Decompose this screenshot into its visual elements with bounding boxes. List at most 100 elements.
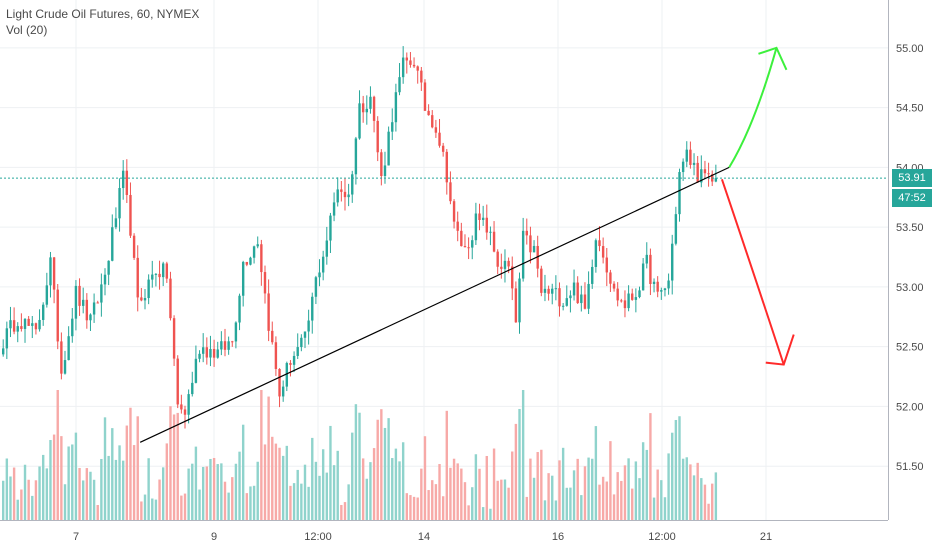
candle-body: [700, 169, 703, 183]
volume-bar: [343, 502, 347, 520]
volume-bar: [92, 479, 96, 520]
volume-bar: [20, 489, 23, 520]
candle-body: [314, 277, 318, 297]
candle-body: [245, 261, 249, 265]
candle-body: [361, 103, 365, 113]
volume-bar: [645, 449, 648, 520]
volume-bar: [263, 444, 267, 520]
volume-bar: [551, 475, 554, 520]
time-tick-label: 16: [552, 531, 564, 543]
volume-bar: [536, 452, 539, 520]
candle-body: [656, 281, 659, 292]
volume-bar: [478, 468, 481, 520]
candle-body: [38, 319, 41, 330]
trendline[interactable]: [139, 166, 730, 443]
volume-bar: [158, 479, 161, 520]
volume-bar: [591, 458, 594, 520]
volume-bar: [554, 500, 558, 520]
candle-body: [23, 318, 27, 329]
time-axis[interactable]: 7 9 12:00 14 16 12:00 21: [73, 531, 772, 543]
time-tick-label: 21: [760, 531, 772, 543]
volume-bar: [241, 424, 245, 520]
volume-bar: [220, 463, 223, 520]
candle-body: [434, 127, 438, 133]
volume-bar: [347, 484, 350, 520]
bearish-projection-arrow[interactable]: [720, 178, 785, 365]
volume-bar: [267, 396, 270, 520]
candle-body: [409, 60, 412, 65]
volume-bar: [78, 468, 81, 520]
drawings: [139, 46, 795, 443]
volume-bar: [311, 437, 314, 520]
candle-body: [431, 115, 434, 128]
volume-bar: [416, 497, 419, 520]
candle-body: [601, 246, 605, 258]
volume-bar: [209, 458, 212, 520]
candle-body: [129, 194, 132, 236]
volume-bar: [511, 451, 514, 520]
candle-body: [674, 214, 678, 244]
candle-body: [318, 272, 321, 278]
candle-body: [667, 280, 670, 289]
candle-body: [638, 290, 641, 298]
volume-bar: [52, 434, 56, 520]
volume-bar: [587, 457, 590, 520]
volume-bar: [634, 461, 638, 520]
price-tick-label: 53.50: [896, 222, 924, 234]
volume-bar: [565, 487, 568, 520]
price-tick-label: 54.50: [896, 103, 924, 115]
candle-body: [518, 278, 521, 323]
candle-body: [249, 257, 252, 265]
candle-body: [267, 293, 270, 331]
candle-body: [2, 348, 5, 355]
candle-body: [9, 320, 12, 329]
candle-body: [329, 215, 332, 241]
candle-body: [685, 149, 688, 162]
candlesticks: [2, 46, 718, 429]
volume-bar: [681, 458, 685, 520]
candle-body: [467, 247, 470, 249]
candle-body: [34, 323, 38, 330]
volume-bar: [2, 480, 5, 520]
candle-body: [187, 394, 190, 415]
candle-body: [463, 246, 467, 248]
volume-bar: [441, 496, 445, 520]
candle-body: [678, 172, 681, 215]
volume-bar: [485, 455, 488, 520]
candle-body: [205, 347, 209, 358]
candle-body: [681, 161, 685, 173]
candle-body: [60, 341, 63, 374]
volume-bar: [100, 458, 103, 520]
candle-body: [351, 174, 354, 195]
volume-bar: [503, 479, 507, 520]
candle-body: [558, 288, 561, 307]
volume-bar: [121, 460, 125, 520]
candle-body: [252, 246, 256, 258]
volume-indicator-label[interactable]: Vol (20): [6, 23, 48, 37]
volume-bar: [445, 410, 448, 520]
candle-body: [471, 240, 474, 248]
candle-body: [31, 323, 34, 326]
volume-bar: [452, 458, 456, 520]
candle-body: [78, 285, 81, 306]
volume-bar: [471, 487, 474, 520]
volume-bar: [307, 486, 310, 520]
volume-bar: [460, 468, 463, 520]
candle-body: [543, 288, 547, 293]
candle-body: [394, 92, 398, 123]
candle-body: [587, 283, 590, 309]
candle-body: [41, 304, 45, 320]
bullish-projection-arrow[interactable]: [728, 47, 778, 168]
candle-body: [547, 288, 550, 294]
candle-body: [492, 231, 496, 252]
candle-body: [198, 353, 201, 359]
symbol-title[interactable]: Light Crude Oil Futures, 60, NYMEX: [6, 7, 200, 21]
volume-bar: [692, 475, 696, 520]
candle-body: [372, 96, 376, 121]
volume-bar: [372, 448, 376, 520]
candle-body: [223, 341, 227, 350]
volume-bar: [638, 478, 641, 520]
candle-body: [551, 288, 554, 294]
